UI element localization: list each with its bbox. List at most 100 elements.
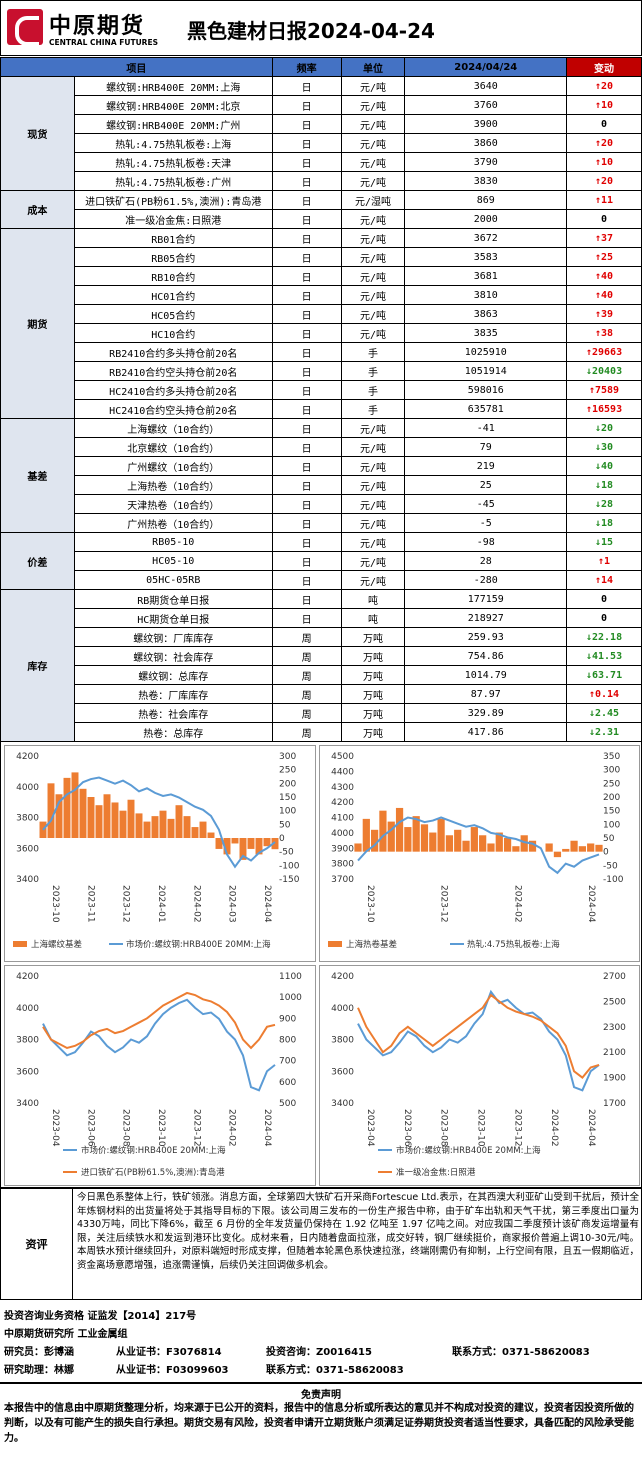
value-cell: 417.86 [404, 722, 568, 742]
legend-label: 热轧:4.75热轧板卷:上海 [467, 939, 560, 950]
value-cell: 1014.79 [404, 665, 568, 685]
change-cell: ↓15 [566, 532, 642, 552]
arrow-down-icon: ↓ [595, 479, 602, 491]
left-tick-label: 4200 [331, 798, 354, 808]
arrow-down-icon: ↓ [585, 650, 592, 662]
category-cell: 价差 [0, 532, 75, 590]
basis-bar [429, 832, 437, 852]
report-title: 黑色建材日报2024-04-24 [187, 19, 435, 43]
frequency-cell: 周 [271, 703, 342, 723]
arrow-up-icon: ↑ [595, 232, 602, 244]
basis-bar [445, 835, 454, 852]
frequency-cell: 日 [271, 228, 342, 248]
basis-bar [111, 802, 119, 838]
left-tick-label: 4200 [16, 972, 39, 982]
value-cell: -98 [404, 532, 568, 552]
basis-bar [503, 838, 512, 852]
right-tick-label: 250 [279, 766, 296, 776]
frequency-cell: 日 [271, 361, 342, 381]
commentary-section: 资评 今日黑色系整体上行，铁矿领涨。消息方面，全球第四大铁矿石开采商Fortes… [0, 1188, 642, 1300]
table-row: 库存 RB期货仓单日报日吨 177159 0 [0, 589, 642, 742]
basis-bar [495, 832, 503, 852]
basis-bar [512, 846, 520, 852]
table-row: 热卷：总库存周万吨 417.86 ↓2.31 [1, 722, 642, 742]
value-cell: 3810 [404, 285, 568, 305]
legend-label: 上海热卷基差 [346, 939, 397, 950]
frequency-cell: 日 [271, 513, 342, 533]
basis-bar [247, 838, 255, 849]
arrow-down-icon: ↓ [595, 536, 602, 548]
item-cell: 螺纹钢：厂库库存 [73, 627, 273, 647]
unit-cell: 元/吨 [340, 228, 406, 248]
x-tick-label: 2023-10 [156, 1109, 166, 1147]
change-value: 28 [601, 498, 614, 510]
basis-bar [520, 835, 528, 852]
left-tick-label: 3600 [331, 1067, 354, 1077]
unit-cell: 元/吨 [340, 76, 406, 96]
institute-line: 中原期货研究所 工业金属组 [4, 1329, 128, 1340]
legend-label: 市场价:螺纹钢:HRB400E 20MM:上海 [81, 1145, 226, 1156]
unit-cell: 元/湿吨 [340, 190, 406, 210]
change-value: 18 [601, 517, 614, 529]
change-value: 30 [601, 441, 614, 453]
x-tick-label: 2024-02 [191, 885, 201, 923]
table-row: 热轧:4.75热轧板卷:上海日元/吨 3860 ↑20 [1, 133, 642, 153]
cost-price-line [42, 991, 276, 1050]
category-cell: 现货 [0, 76, 75, 191]
change-cell: ↓2.45 [566, 703, 642, 723]
change-value: 2.31 [595, 726, 620, 738]
basis-bar [462, 840, 470, 852]
table-row: 热卷：社会库存周万吨 329.89 ↓2.45 [1, 703, 642, 723]
frequency-cell: 日 [271, 608, 342, 628]
change-value: 0 [601, 593, 608, 605]
item-cell: HC期货仓单日报 [73, 608, 273, 628]
item-cell: 北京螺纹（10合约） [73, 437, 273, 457]
x-tick-label: 2023-10 [50, 885, 60, 923]
price-line [42, 776, 276, 869]
item-cell: 进口铁矿石(PB粉61.5%,澳洲):青岛港 [73, 190, 273, 210]
legend-swatch-basis [13, 941, 27, 947]
arrow-up-icon: ↑ [595, 194, 602, 206]
change-value: 11 [601, 194, 614, 206]
frequency-cell: 日 [271, 342, 342, 362]
price-line [357, 816, 600, 875]
x-tick-label: 2024-04 [586, 1109, 596, 1147]
rebar-price-line [357, 989, 600, 1092]
item-cell: 热卷：社会库存 [73, 703, 273, 723]
item-cell: 螺纹钢：社会库存 [73, 646, 273, 666]
change-cell: ↑20 [566, 171, 642, 191]
table-row: 天津热卷（10合约）日元/吨 -45 ↓28 [1, 494, 642, 514]
change-cell: ↓41.53 [566, 646, 642, 666]
basis-bar [412, 816, 420, 852]
arrow-down-icon: ↓ [595, 517, 602, 529]
right-tick-label: 150 [279, 793, 296, 803]
right-tick-label: 1100 [279, 972, 302, 982]
change-cell: 0 [566, 114, 642, 134]
basis-bar [223, 838, 231, 855]
unit-cell: 元/吨 [340, 247, 406, 267]
change-value: 29663 [592, 346, 623, 358]
left-tick-label: 3600 [16, 1067, 39, 1077]
item-cell: 广州热卷（10合约） [73, 513, 273, 533]
unit-cell: 元/吨 [340, 437, 406, 457]
table-row: HC2410合约多头持仓前20名日手 598016 ↑7589 [1, 380, 642, 400]
change-value: 39 [601, 308, 614, 320]
change-cell: ↑20 [566, 76, 642, 96]
unit-cell: 吨 [340, 608, 406, 628]
change-value: 41.53 [592, 650, 623, 662]
basis-bar [587, 843, 595, 852]
change-value: 40 [601, 460, 614, 472]
change-value: 0.14 [595, 688, 620, 700]
chart-hrc-basis: 4500 4400 4300 4200 4100 4000 3900 3800 3700 350 3… [319, 745, 640, 962]
change-value: 10 [601, 156, 614, 168]
basis-bar [231, 838, 239, 844]
value-cell: 3640 [404, 76, 568, 96]
table-row: 现货 螺纹钢:HRB400E 20MM:上海日元/吨 3640 ↑20 [0, 76, 642, 191]
change-cell: ↑10 [566, 152, 642, 172]
table-row: HC2410合约空头持仓前20名日手 635781 ↑16593 [1, 399, 642, 419]
basis-bar [71, 772, 79, 838]
basis-bar [167, 818, 175, 838]
change-value: 2.45 [595, 707, 620, 719]
basis-bar [199, 821, 207, 838]
table-row: 基差 上海螺纹（10合约）日元/吨 -41 ↓20 [0, 418, 642, 533]
